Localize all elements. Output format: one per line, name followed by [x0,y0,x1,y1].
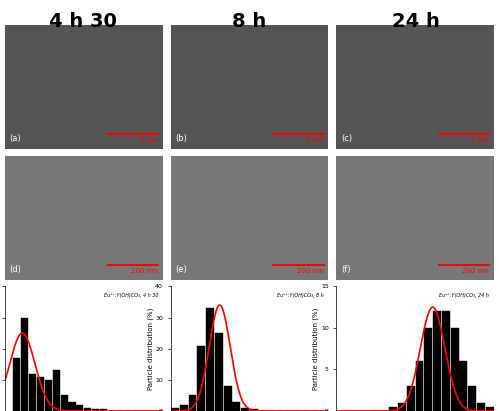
Bar [171,408,179,411]
Bar [468,386,476,411]
Bar [250,409,258,411]
Bar [241,408,249,411]
Bar [21,318,28,411]
Bar [198,346,205,411]
Text: 1 μm: 1 μm [306,137,324,143]
Bar [84,408,91,411]
Bar [92,409,99,411]
Bar [215,333,223,411]
Y-axis label: Particle distribution (%): Particle distribution (%) [147,307,154,390]
Bar [60,395,68,411]
Bar [37,377,44,411]
Bar [45,380,52,411]
Bar [68,402,75,411]
Bar [416,361,424,411]
Y-axis label: Particle distribution (%): Particle distribution (%) [313,307,319,390]
Text: Eu³⁺:Y(OH)CO₃, 24 h: Eu³⁺:Y(OH)CO₃, 24 h [440,293,490,298]
Bar [407,386,415,411]
Bar [477,403,485,411]
Text: Eu³⁺:Y(OH)CO₃, 4 h 30: Eu³⁺:Y(OH)CO₃, 4 h 30 [103,293,158,298]
Bar [224,386,232,411]
Bar [180,405,188,411]
Bar [189,395,197,411]
Bar [53,370,60,411]
Bar [29,374,36,411]
Bar [433,311,441,411]
Bar [76,405,83,411]
Bar [442,311,450,411]
Bar [424,328,432,411]
Bar [206,308,214,411]
Text: 200 nm: 200 nm [131,268,158,274]
Bar [486,407,494,411]
Text: 200 nm: 200 nm [463,268,490,274]
Bar [233,402,241,411]
Text: Eu³⁺:Y(OH)CO₃, 8 h: Eu³⁺:Y(OH)CO₃, 8 h [277,293,324,298]
Text: 200 nm: 200 nm [297,268,324,274]
Bar [389,407,397,411]
Text: 8 h: 8 h [233,12,266,31]
Bar [13,358,20,411]
Text: 24 h: 24 h [392,12,440,31]
Text: (f): (f) [341,265,350,274]
Text: (c): (c) [341,134,352,143]
Text: 4 h 30: 4 h 30 [49,12,117,31]
Text: (d): (d) [9,265,21,274]
Text: 1 μm: 1 μm [471,137,490,143]
Text: (a): (a) [9,134,21,143]
Bar [398,403,406,411]
Bar [100,409,107,411]
Text: (e): (e) [175,265,187,274]
Text: 1 μm: 1 μm [140,137,158,143]
Bar [460,361,467,411]
Text: (b): (b) [175,134,187,143]
Bar [451,328,459,411]
